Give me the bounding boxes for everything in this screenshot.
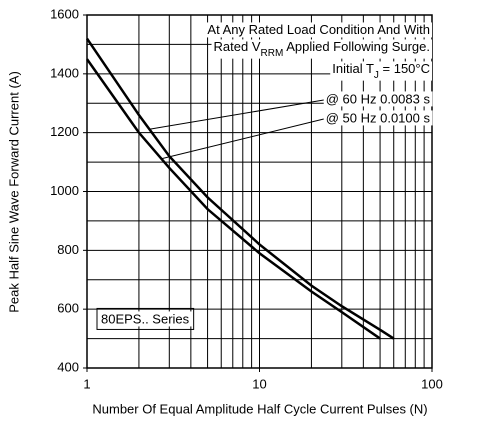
- annotation: At Any Rated Load Condition And With: [207, 22, 430, 37]
- label-background: [99, 311, 192, 327]
- label-background: [205, 22, 432, 38]
- y-tick-label: 1000: [50, 183, 79, 198]
- annotation-text: = 150°C: [379, 61, 430, 76]
- y-tick-label: 600: [57, 301, 79, 316]
- series-label: @ 60 Hz 0.0083 s: [326, 91, 431, 106]
- label-background: [323, 91, 433, 107]
- label-group: Rated VRRM Applied Following Surge.: [211, 39, 432, 59]
- annotation-text: At Any Rated Load Condition And With: [207, 22, 430, 37]
- y-tick-label: 1600: [50, 6, 79, 21]
- device-label: 80EPS.. Series: [101, 311, 190, 326]
- leader-line: [149, 99, 324, 130]
- annotation: Rated VRRM Applied Following Surge.: [214, 39, 430, 58]
- y-tick-label: 800: [57, 242, 79, 257]
- x-tick-label: 100: [421, 376, 443, 391]
- y-tick-label: 1200: [50, 124, 79, 139]
- label-group: @ 50 Hz 0.0100 s: [323, 110, 433, 126]
- x-axis-label: Number Of Equal Amplitude Half Cycle Cur…: [92, 401, 427, 416]
- annotation: Initial TJ = 150°C: [332, 61, 430, 80]
- label-background: [323, 110, 433, 126]
- series-label: @ 50 Hz 0.0100 s: [326, 110, 431, 125]
- annotation-text: Initial T: [332, 61, 374, 76]
- subscript: J: [374, 70, 379, 81]
- y-tick-label: 400: [57, 359, 79, 374]
- data-line: [85, 37, 395, 340]
- annotation-text: Rated V: [214, 39, 261, 54]
- label-group: @ 60 Hz 0.0083 s: [323, 91, 433, 107]
- label-background: [330, 61, 432, 81]
- x-tick-label: 1: [83, 376, 90, 391]
- leader-line: [161, 118, 324, 160]
- data-line: [85, 58, 381, 340]
- subscript: RRM: [261, 48, 284, 59]
- label-group: Initial TJ = 150°C: [330, 61, 432, 81]
- device-label-box: [96, 307, 195, 330]
- label-background: [211, 39, 432, 59]
- label-group: 80EPS.. Series: [99, 311, 192, 327]
- label-group: At Any Rated Load Condition And With: [205, 22, 432, 38]
- y-tick-label: 1400: [50, 65, 79, 80]
- x-tick-label: 10: [252, 376, 266, 391]
- y-axis-label: Peak Half Sine Wave Forward Current (A): [6, 71, 21, 313]
- annotation-text: Applied Following Surge.: [283, 39, 430, 54]
